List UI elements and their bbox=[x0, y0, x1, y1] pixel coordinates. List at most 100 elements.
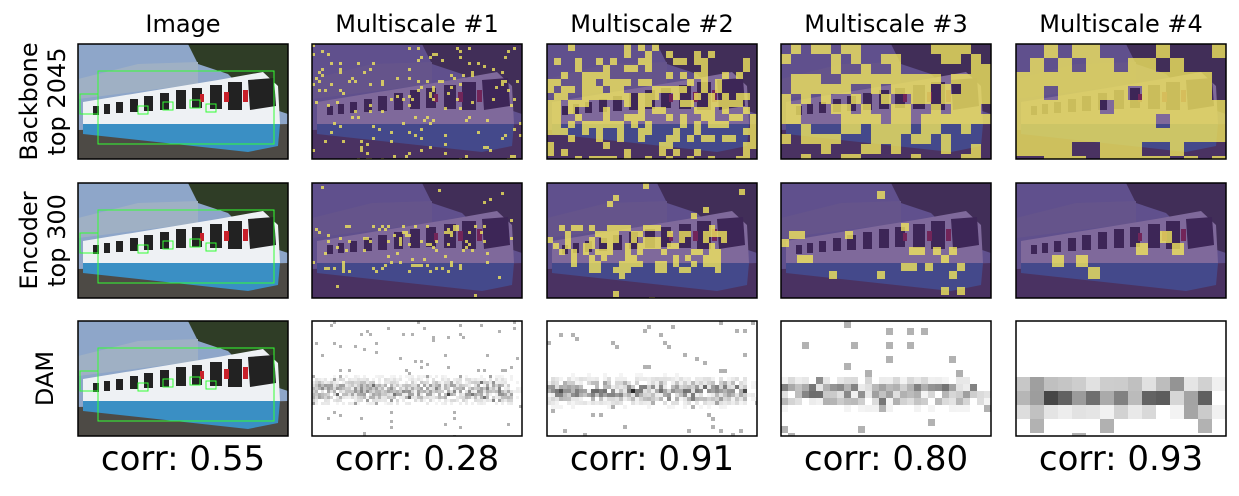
attention bbox=[607, 401, 611, 405]
attention bbox=[339, 369, 342, 372]
panel-border bbox=[311, 43, 523, 160]
attention bbox=[432, 384, 435, 387]
attention bbox=[823, 384, 830, 391]
highlight bbox=[708, 121, 715, 128]
highlight bbox=[680, 58, 687, 65]
attention bbox=[984, 391, 991, 398]
highlight bbox=[339, 71, 342, 74]
attention bbox=[327, 387, 330, 390]
attention bbox=[336, 393, 339, 396]
attention bbox=[516, 381, 519, 384]
attention bbox=[417, 399, 420, 402]
attention bbox=[408, 372, 411, 375]
attention bbox=[420, 375, 423, 378]
highlight bbox=[417, 89, 420, 92]
highlight bbox=[399, 240, 402, 243]
bg bbox=[1016, 321, 1226, 436]
attention bbox=[699, 389, 703, 393]
highlight bbox=[450, 261, 453, 264]
highlight bbox=[589, 237, 595, 243]
attention bbox=[615, 385, 619, 389]
attention bbox=[378, 399, 381, 402]
attention bbox=[711, 389, 715, 393]
attention bbox=[336, 399, 339, 402]
attention bbox=[647, 377, 651, 381]
highlight bbox=[504, 56, 507, 59]
highlight bbox=[750, 114, 757, 121]
highlight bbox=[429, 95, 432, 98]
highlight bbox=[504, 134, 507, 137]
column-header: Multiscale #2 bbox=[570, 10, 734, 38]
highlight bbox=[411, 258, 414, 261]
highlight bbox=[561, 86, 568, 93]
attention bbox=[429, 384, 432, 387]
attention bbox=[390, 384, 393, 387]
highlight bbox=[468, 62, 471, 65]
highlight bbox=[881, 94, 891, 104]
highlight bbox=[554, 121, 561, 128]
attention bbox=[587, 381, 591, 385]
attention bbox=[324, 399, 327, 402]
highlight bbox=[610, 93, 617, 100]
attention bbox=[949, 398, 956, 405]
highlight bbox=[841, 84, 851, 94]
highlight bbox=[589, 86, 596, 93]
highlight bbox=[498, 276, 501, 279]
attention bbox=[321, 384, 324, 387]
highlight bbox=[402, 122, 405, 125]
attention bbox=[623, 393, 627, 397]
highlight bbox=[722, 107, 729, 114]
highlight bbox=[931, 74, 941, 84]
panel-border bbox=[780, 182, 992, 299]
highlight bbox=[811, 134, 821, 144]
attention bbox=[575, 397, 579, 401]
attention bbox=[354, 399, 357, 402]
highlight bbox=[489, 198, 492, 201]
highlight bbox=[687, 100, 694, 107]
attention bbox=[459, 375, 462, 378]
attention bbox=[711, 425, 715, 429]
attention bbox=[555, 385, 559, 389]
attention bbox=[396, 384, 399, 387]
attention bbox=[907, 391, 914, 398]
attention bbox=[623, 405, 627, 409]
highlight bbox=[589, 156, 596, 159]
highlight bbox=[420, 264, 423, 267]
attention bbox=[486, 396, 489, 399]
attention bbox=[507, 387, 510, 390]
highlight bbox=[729, 135, 736, 142]
highlight bbox=[601, 255, 607, 261]
highlight bbox=[357, 62, 360, 65]
highlight bbox=[444, 231, 447, 234]
attention bbox=[949, 356, 956, 363]
photo bbox=[78, 44, 288, 159]
highlight bbox=[715, 100, 722, 107]
highlight bbox=[981, 64, 991, 74]
highlight bbox=[589, 93, 596, 100]
attention bbox=[575, 393, 579, 397]
highlight bbox=[589, 243, 595, 249]
attention bbox=[360, 384, 363, 387]
attention bbox=[330, 387, 333, 390]
highlight bbox=[931, 104, 941, 114]
highlight bbox=[420, 128, 423, 131]
highlight bbox=[547, 100, 554, 107]
attention bbox=[360, 393, 363, 396]
attention bbox=[942, 391, 949, 398]
attention bbox=[342, 390, 345, 393]
attention bbox=[583, 433, 587, 436]
highlight bbox=[971, 54, 981, 64]
attention bbox=[1016, 391, 1030, 405]
attention bbox=[1142, 377, 1156, 391]
highlight bbox=[708, 156, 715, 159]
highlight bbox=[951, 94, 961, 104]
highlight bbox=[1142, 156, 1156, 159]
highlight bbox=[821, 84, 831, 94]
attention bbox=[411, 393, 414, 396]
attention bbox=[480, 387, 483, 390]
attention bbox=[447, 399, 450, 402]
highlight bbox=[750, 128, 757, 135]
highlight bbox=[342, 264, 345, 267]
highlight bbox=[645, 65, 652, 72]
attention bbox=[504, 399, 507, 402]
